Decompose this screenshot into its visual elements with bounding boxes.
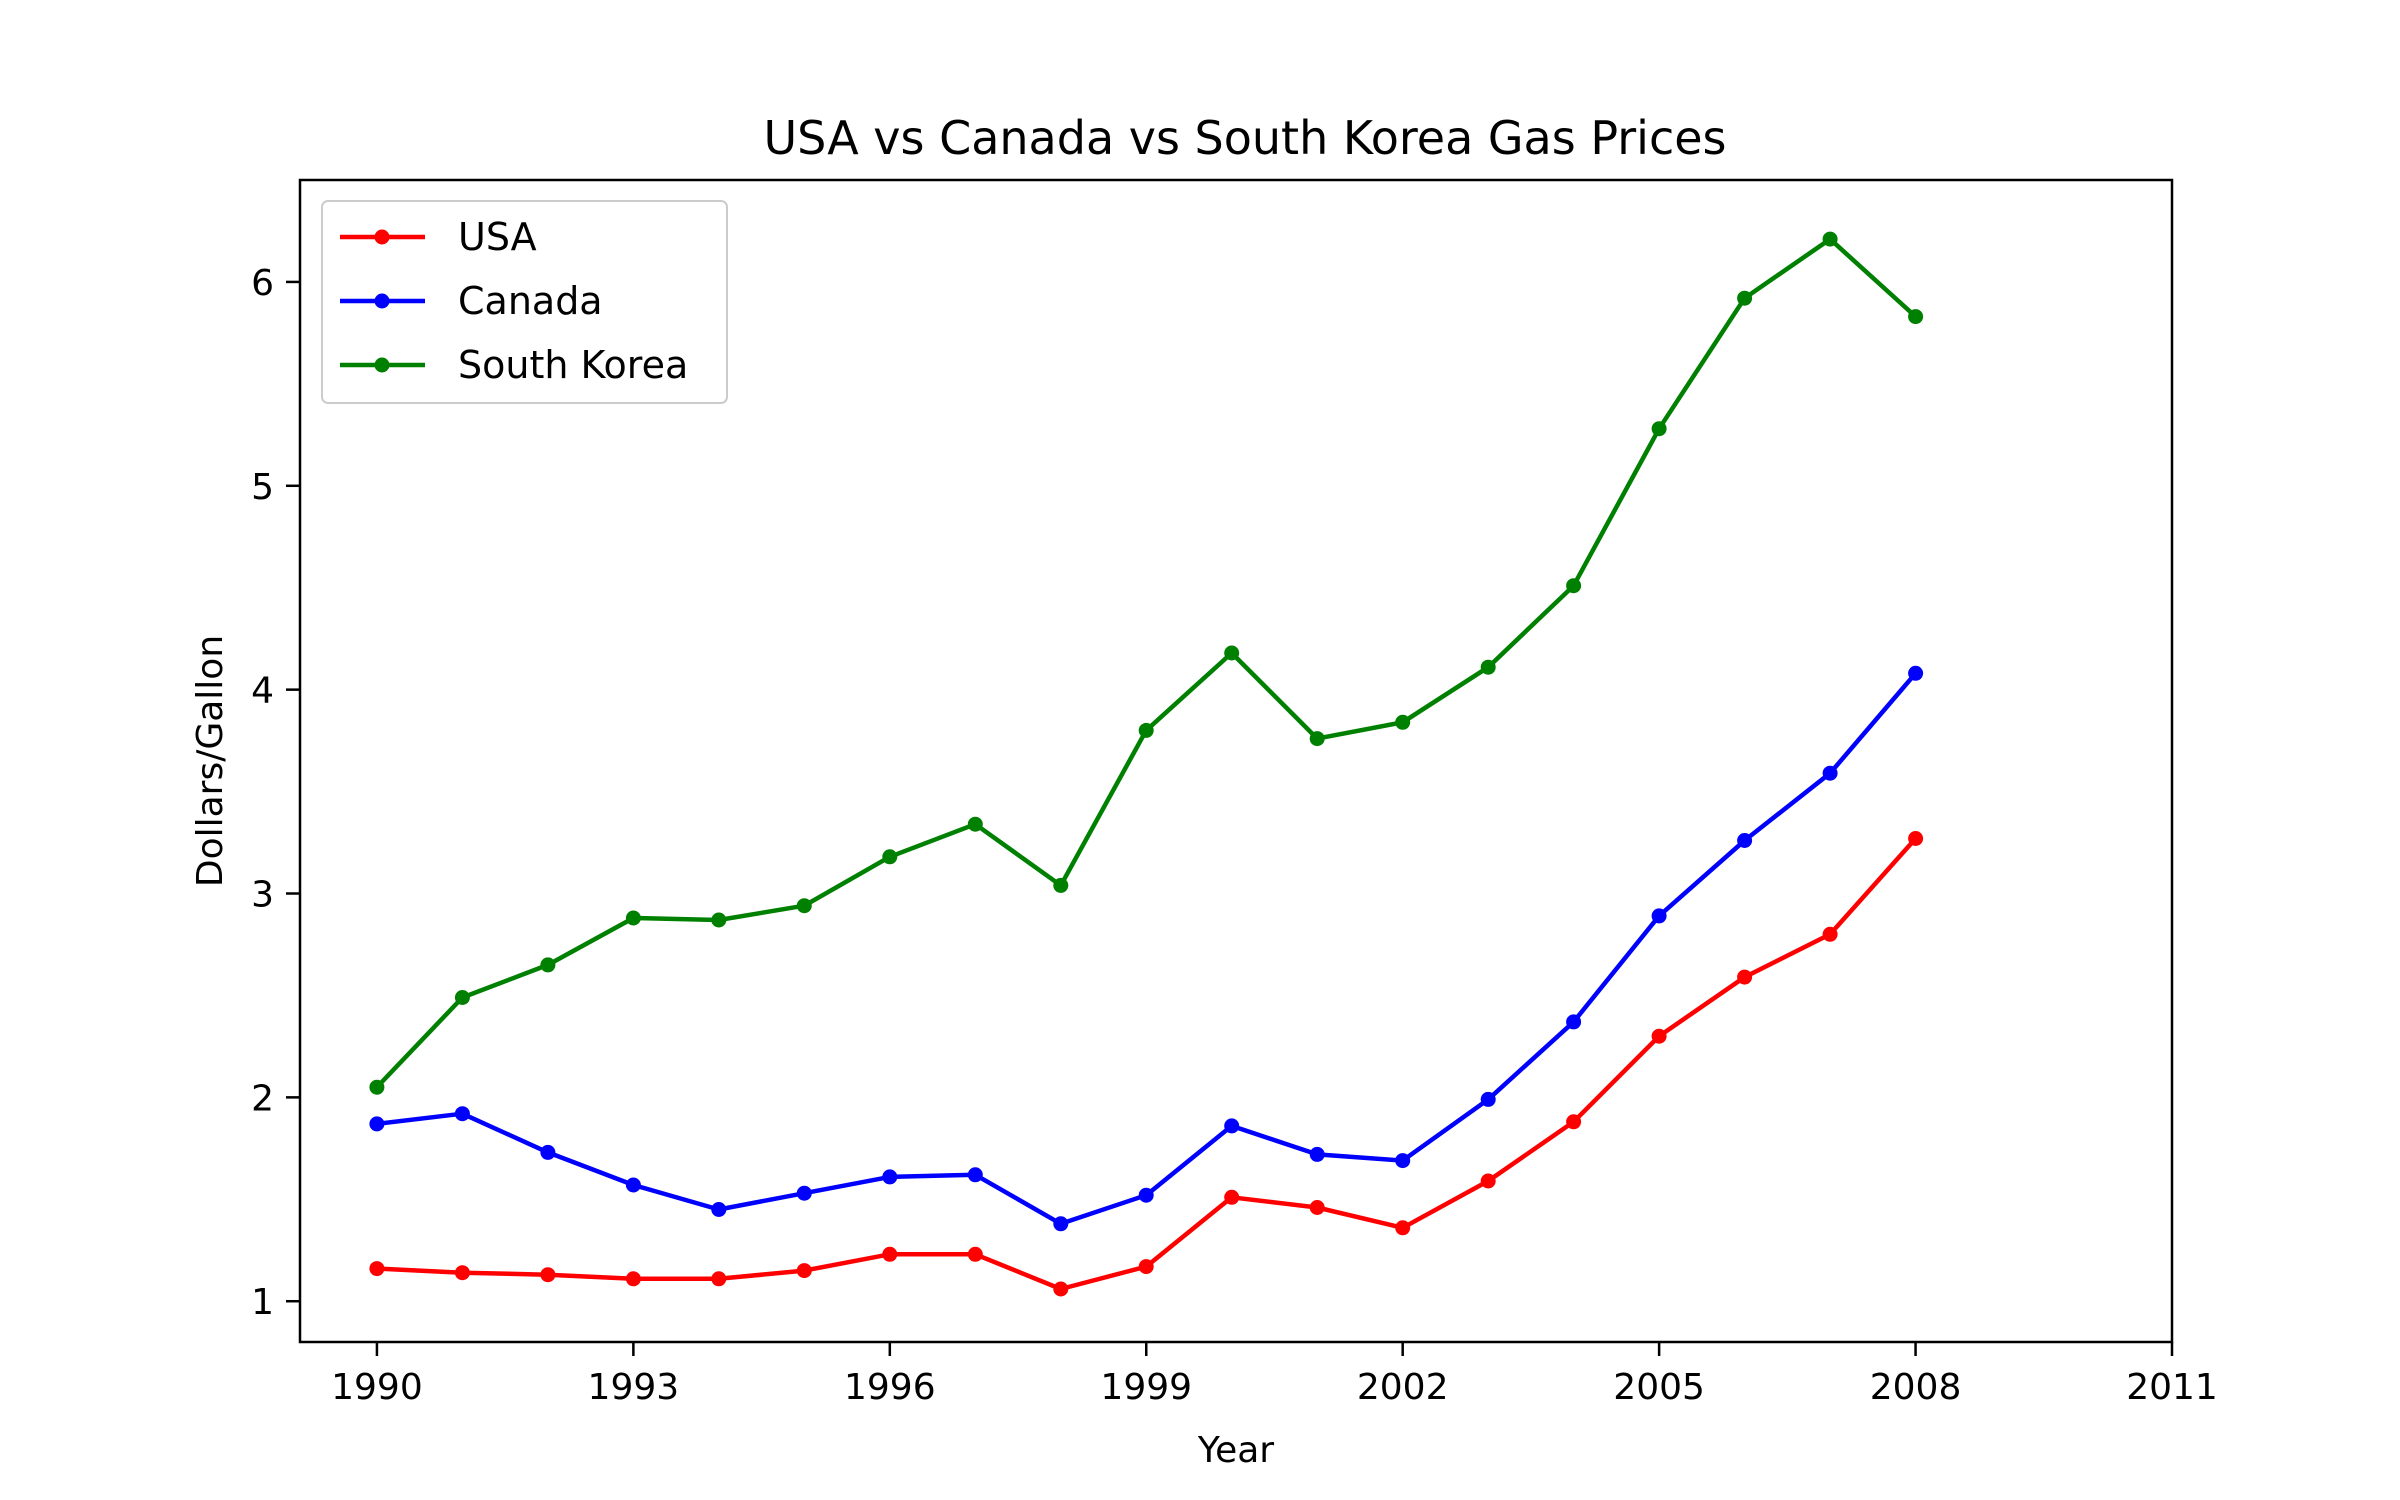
- data-point-usa-1991: [454, 1265, 470, 1281]
- series-layer: [369, 231, 1924, 1297]
- data-point-south-korea-2001: [1309, 731, 1325, 747]
- data-point-usa-2003: [1480, 1173, 1496, 1189]
- data-point-canada-1990: [369, 1116, 385, 1132]
- data-point-canada-1995: [796, 1185, 812, 1201]
- data-point-canada-2008: [1908, 665, 1924, 681]
- data-point-usa-2004: [1566, 1114, 1582, 1130]
- legend-label-south-korea: South Korea: [458, 343, 688, 387]
- data-point-canada-2007: [1822, 765, 1838, 781]
- y-axis-title: Dollars/Gallon: [190, 635, 231, 887]
- legend-entries: USA Canada South Korea: [340, 215, 688, 387]
- data-point-usa-2000: [1224, 1189, 1240, 1205]
- data-point-usa-1992: [540, 1267, 556, 1283]
- data-point-canada-2002: [1395, 1153, 1411, 1169]
- data-point-usa-2002: [1395, 1220, 1411, 1236]
- data-point-canada-2006: [1737, 833, 1753, 848]
- data-point-south-korea-1991: [454, 990, 470, 1005]
- data-point-canada-2005: [1651, 908, 1667, 924]
- legend-box: [321, 200, 728, 404]
- data-point-canada-2000: [1224, 1118, 1240, 1134]
- legend-label-canada: Canada: [458, 279, 603, 323]
- data-point-canada-1998: [1053, 1216, 1069, 1232]
- data-point-usa-1993: [625, 1271, 641, 1287]
- data-point-canada-1997: [967, 1167, 983, 1183]
- data-point-south-korea-1998: [1053, 877, 1069, 893]
- legend-swatch-marker-usa: [374, 229, 390, 245]
- data-point-south-korea-2005: [1651, 421, 1667, 437]
- data-point-south-korea-2007: [1822, 231, 1838, 247]
- data-point-south-korea-1995: [796, 898, 812, 914]
- y-tick-label-4: 4: [251, 671, 274, 712]
- x-tick-label-2008: 2008: [1870, 1367, 1962, 1408]
- data-point-usa-2008: [1908, 831, 1924, 846]
- data-point-canada-1999: [1138, 1187, 1154, 1203]
- data-point-south-korea-1994: [711, 912, 727, 928]
- data-point-canada-1993: [625, 1177, 641, 1193]
- data-point-south-korea-2000: [1224, 645, 1240, 661]
- data-point-canada-1996: [882, 1169, 898, 1185]
- data-point-usa-1999: [1138, 1259, 1154, 1275]
- x-tick-label-1996: 1996: [844, 1367, 936, 1408]
- y-tick-label-6: 6: [251, 263, 274, 304]
- legend-label-usa: USA: [458, 215, 537, 259]
- x-tick-label-2005: 2005: [1613, 1367, 1705, 1408]
- data-point-south-korea-1992: [540, 957, 556, 973]
- legend-swatch-marker-south-korea: [374, 357, 390, 373]
- axis-ticks: 1990 1993 1996 1999 2002 2005 2008 2011 1 2 3 4 5 6: [251, 263, 2218, 1408]
- data-point-south-korea-1996: [882, 849, 898, 865]
- x-tick-label-2011: 2011: [2126, 1367, 2218, 1408]
- data-point-usa-1990: [369, 1261, 385, 1277]
- data-point-usa-1994: [711, 1271, 727, 1287]
- plot-area-frame: [298, 178, 2174, 1344]
- x-tick-label-1990: 1990: [331, 1367, 423, 1408]
- data-point-south-korea-2004: [1566, 578, 1582, 594]
- legend-swatch-marker-canada: [374, 293, 390, 309]
- data-point-usa-1996: [882, 1246, 898, 1262]
- data-point-canada-2001: [1309, 1146, 1325, 1162]
- legend: USA Canada South Korea: [321, 200, 728, 404]
- x-axis-title: Year: [1197, 1430, 1274, 1471]
- data-point-south-korea-2008: [1908, 309, 1924, 325]
- data-point-canada-1991: [454, 1106, 470, 1122]
- data-point-usa-2006: [1737, 969, 1753, 985]
- data-point-south-korea-1990: [369, 1079, 385, 1095]
- y-tick-label-3: 3: [251, 875, 274, 916]
- data-point-south-korea-2006: [1737, 290, 1753, 306]
- data-point-usa-2007: [1822, 926, 1838, 942]
- data-point-south-korea-2003: [1480, 659, 1496, 675]
- chart-title: USA vs Canada vs South Korea Gas Prices: [763, 111, 1726, 165]
- data-point-usa-1998: [1053, 1281, 1069, 1297]
- data-point-usa-1997: [967, 1246, 983, 1262]
- data-point-south-korea-2002: [1395, 714, 1411, 730]
- data-point-usa-2001: [1309, 1200, 1325, 1215]
- data-point-south-korea-1993: [625, 910, 641, 926]
- y-tick-label-2: 2: [251, 1078, 274, 1119]
- data-point-south-korea-1999: [1138, 722, 1154, 738]
- data-point-canada-1994: [711, 1202, 727, 1217]
- data-point-south-korea-1997: [967, 816, 983, 832]
- x-tick-label-1993: 1993: [588, 1367, 680, 1408]
- data-point-canada-2003: [1480, 1091, 1496, 1107]
- data-point-canada-1992: [540, 1144, 556, 1160]
- data-point-usa-2005: [1651, 1028, 1667, 1044]
- data-point-canada-2004: [1566, 1014, 1582, 1030]
- y-tick-label-5: 5: [251, 467, 274, 508]
- x-tick-label-2002: 2002: [1357, 1367, 1449, 1408]
- y-tick-label-1: 1: [251, 1282, 274, 1323]
- data-point-usa-1995: [796, 1263, 812, 1279]
- x-tick-label-1999: 1999: [1100, 1367, 1192, 1408]
